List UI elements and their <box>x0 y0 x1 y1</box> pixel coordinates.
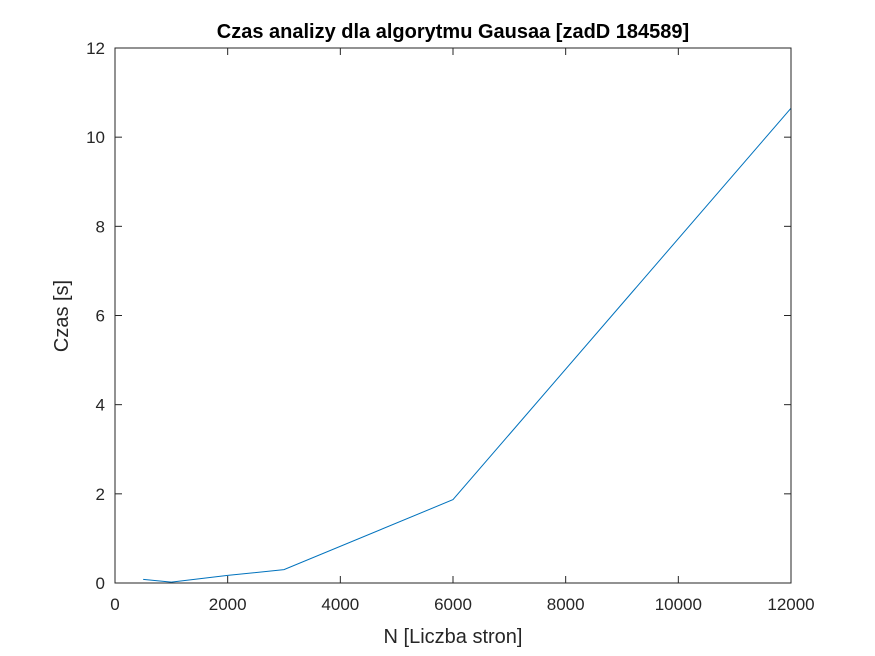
y-tick-label: 4 <box>96 396 105 415</box>
y-axis-label: Czas [s] <box>51 280 73 352</box>
x-tick-label: 8000 <box>547 595 585 614</box>
plot-area <box>115 48 791 583</box>
series-line <box>143 107 792 583</box>
x-tick-label: 10000 <box>655 595 702 614</box>
ticks-layer: 0 2000 4000 6000 8000 10000 12000 0 2 4 6 8 10 12 <box>86 39 815 614</box>
y-tick-label: 6 <box>96 307 105 326</box>
series-layer <box>143 107 792 583</box>
y-tick-label: 12 <box>86 39 105 58</box>
x-tick-label: 12000 <box>767 595 814 614</box>
x-tick-label: 2000 <box>209 595 247 614</box>
y-tick-label: 0 <box>96 574 105 593</box>
y-tick-label: 8 <box>96 217 105 236</box>
y-tick-label: 10 <box>86 128 105 147</box>
x-tick-label: 6000 <box>434 595 472 614</box>
plot-box <box>114 47 792 584</box>
y-tick-label: 2 <box>96 485 105 504</box>
x-axis-label: N [Liczba stron] <box>384 626 523 648</box>
x-tick-label: 0 <box>110 595 119 614</box>
chart-title: Czas analizy dla algorytmu Gausaa [zadD … <box>217 21 689 43</box>
x-tick-label: 4000 <box>321 595 359 614</box>
